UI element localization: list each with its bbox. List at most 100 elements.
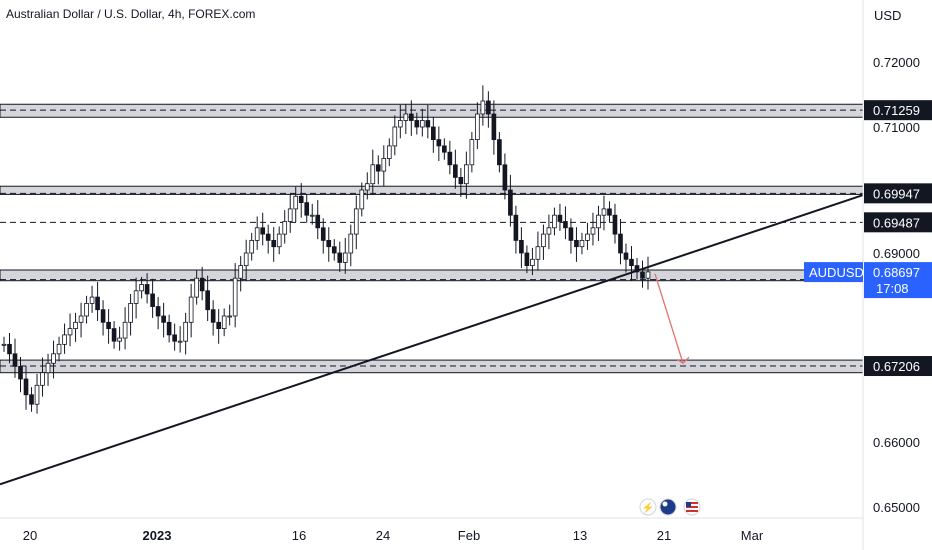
candle-body	[216, 321, 221, 329]
candle-body	[381, 158, 387, 172]
candle-body	[260, 227, 266, 235]
price-tags: 0.712590.699470.685770.672060.69487AUDUS…	[804, 100, 932, 377]
zone-2[interactable]	[0, 269, 864, 282]
candle-body	[442, 145, 447, 153]
candle-body	[298, 195, 304, 204]
candle-body	[392, 126, 398, 147]
candle-body	[375, 164, 381, 172]
candle-body	[326, 239, 332, 248]
candle-body	[386, 145, 392, 159]
countdown-tag: 17:08	[876, 281, 909, 296]
candle-body	[84, 302, 89, 317]
candle-body	[177, 340, 183, 343]
candle-body	[359, 189, 365, 210]
candle-body	[12, 353, 18, 367]
candle-body	[607, 208, 612, 216]
candle-body	[282, 221, 288, 235]
candle-body	[155, 306, 161, 317]
flash-icon-glyph: ⚡	[642, 501, 654, 514]
time-tick-label: 2023	[143, 528, 172, 543]
zones-layer	[0, 103, 864, 374]
candle-body	[166, 321, 172, 336]
candle-body	[331, 246, 337, 254]
candle-body	[18, 365, 23, 380]
usa-flag-stripe	[686, 502, 698, 504]
candle-body	[199, 277, 205, 292]
candle-body	[128, 302, 133, 323]
candle-body	[486, 100, 491, 115]
candle-body	[348, 233, 354, 254]
candle-body	[541, 233, 546, 248]
candle-body	[133, 290, 139, 304]
candle-body	[618, 233, 623, 254]
candle-body	[513, 214, 519, 241]
zone-price-tag-1: 0.69947	[873, 186, 920, 201]
time-axis[interactable]: 20 2023 16 24 Feb 13 21 Mar	[23, 528, 764, 543]
candle-body	[67, 328, 73, 336]
candle-body	[464, 164, 469, 185]
candle-body	[431, 126, 436, 140]
candle-body	[337, 252, 343, 263]
usa-flag-stripe	[686, 506, 698, 508]
projection-arrow-head	[676, 356, 690, 365]
price-tick-label: 0.72000	[873, 55, 920, 70]
price-tick-label: 0.65000	[873, 500, 920, 515]
candle-body	[497, 139, 502, 166]
zone-price-tag-0-bg	[864, 100, 932, 121]
candle-body	[315, 214, 321, 229]
candles-layer	[1, 85, 651, 414]
time-tick-label: Mar	[741, 528, 764, 543]
candle-body	[144, 284, 150, 295]
candle-body	[194, 277, 199, 298]
candle-body	[51, 353, 56, 364]
candle-body	[634, 265, 640, 273]
candle-body	[243, 252, 249, 267]
candle-body	[502, 164, 508, 191]
candle-body	[100, 309, 106, 323]
symbol-tag: AUDUSD	[809, 265, 864, 280]
candle-body	[122, 321, 128, 339]
time-tick-label: 21	[657, 528, 671, 543]
candle-body	[23, 378, 29, 396]
candle-body	[546, 227, 552, 235]
candle-body	[150, 293, 155, 307]
currency-label: USD	[874, 8, 901, 23]
candle-body	[491, 113, 497, 141]
zone-0[interactable]	[0, 103, 864, 118]
trendline[interactable]	[0, 194, 864, 486]
flash-icon[interactable]	[639, 498, 657, 516]
candle-body	[419, 120, 425, 128]
price-axis[interactable]: 0.72000 0.71000 0.69000 0.66000 0.65000	[873, 55, 920, 515]
candle-body	[453, 164, 458, 178]
candle-body	[188, 296, 194, 323]
candle-body	[596, 214, 601, 229]
candle-body	[469, 139, 475, 166]
candle-body	[425, 120, 431, 128]
candle-body	[563, 221, 568, 229]
candle-body	[276, 233, 282, 248]
candle-body	[408, 113, 414, 121]
candle-body	[364, 183, 370, 191]
candle-body	[519, 239, 524, 254]
projection-arrow-line[interactable]	[654, 273, 684, 364]
candle-body	[139, 284, 144, 292]
candle-body	[89, 296, 95, 304]
price-tick-label: 0.69000	[873, 246, 920, 261]
candle-body	[590, 227, 596, 235]
candle-body	[508, 189, 513, 216]
time-tick-label: Feb	[458, 528, 480, 543]
candle-body	[62, 334, 67, 345]
australia-flag-icon[interactable]	[659, 498, 677, 516]
overlay-layer	[0, 194, 864, 486]
price-tick-label: 0.66000	[873, 435, 920, 450]
candle-body	[568, 227, 574, 241]
level-price-tag-0-bg	[864, 212, 932, 233]
candle-body	[535, 246, 541, 260]
candle-body	[585, 233, 590, 241]
candle-body	[475, 113, 480, 141]
candle-body	[210, 309, 216, 323]
candle-body	[524, 252, 530, 267]
candle-body	[232, 277, 238, 317]
